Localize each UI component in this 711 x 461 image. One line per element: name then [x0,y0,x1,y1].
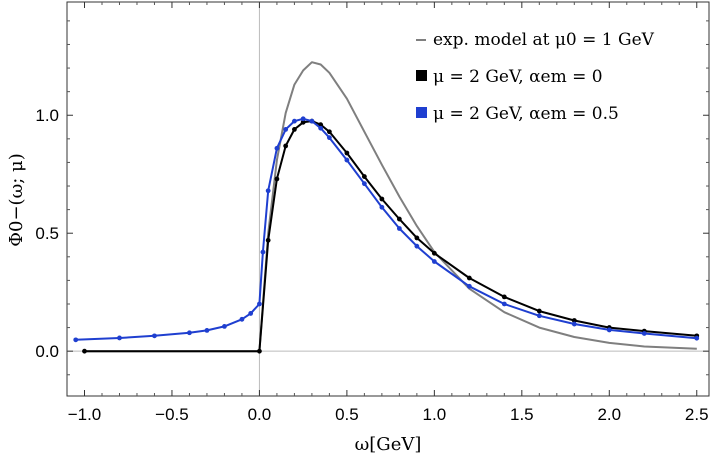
y-tick-label: 0.0 [35,342,59,361]
series-point-2 [274,145,280,151]
series-point-2 [260,249,266,255]
y-tick-label: 0.5 [35,224,59,243]
series-point-2 [571,321,577,327]
legend-label-2: μ = 2 GeV, αem = 0.5 [433,104,619,124]
series-point-1 [571,318,577,323]
series-point-2 [414,243,420,249]
series-point-1 [396,216,402,222]
x-tick-label: 2.5 [685,405,709,424]
series-point-2 [501,301,507,307]
series-point-2 [536,313,542,319]
series-point-2 [152,333,157,339]
x-tick-label: 0.0 [248,405,272,424]
y-tick-label: 1.0 [35,106,59,125]
series-point-1 [326,129,332,135]
series-point-1 [257,348,262,354]
series-point-1 [318,122,324,128]
series-point-2 [466,283,472,289]
series-point-1 [379,196,385,202]
series-point-1 [292,127,297,132]
series-point-2 [641,331,647,336]
series-point-2 [204,328,210,333]
series-point-2 [431,259,437,264]
x-tick-label: 1.0 [423,405,447,424]
series-point-1 [82,348,87,354]
series-point-2 [326,135,332,141]
series-point-1 [414,235,420,241]
series-line-0 [84,61,697,353]
y-axis-label: Φ0−(ω; μ) [6,153,27,247]
series-point-2 [292,118,297,124]
x-tick-label: 1.5 [510,405,534,424]
series-point-2 [318,125,324,131]
series-point-2 [396,226,402,231]
series-point-2 [239,316,245,322]
series-point-1 [344,150,350,156]
legend-swatch-1 [416,70,427,81]
legend-label-1: μ = 2 GeV, αem = 0 [433,67,603,87]
series-point-1 [536,308,542,314]
x-axis-label: ω[GeV] [355,434,422,455]
series-point-2 [694,335,700,341]
series-point-2 [606,327,612,333]
legend: exp. model at μ0 = 1 GeV μ = 2 GeV, αem =… [416,30,655,124]
series-point-2 [187,330,192,336]
series-point-2 [361,181,367,187]
series-line-2 [75,117,697,341]
x-tick-label: 0.5 [335,405,359,424]
series-point-2 [117,335,122,341]
series-point-1 [501,294,507,300]
series-point-2 [283,127,289,132]
series-point-2 [379,204,385,210]
series-point-2 [344,157,350,163]
series-point-2 [73,337,79,343]
plot-frame [66,1,710,397]
series-point-1 [466,275,472,281]
series-point-2 [300,116,306,122]
series-point-1 [361,174,367,179]
series-point-2 [265,188,271,194]
series-point-1 [431,250,437,256]
legend-swatch-2 [416,107,427,118]
x-tick-label: −0.5 [155,405,189,424]
legend-label-0: exp. model at μ0 = 1 GeV [433,30,655,50]
series-point-2 [248,311,254,316]
x-tick-label: −1.0 [68,405,102,424]
x-tick-label: 2.0 [597,405,621,424]
series-point-2 [257,301,262,307]
series-point-1 [274,176,280,182]
series-point-1 [283,143,289,149]
series-line-1 [84,120,697,353]
series-point-1 [265,237,271,243]
series-point-2 [309,118,315,124]
series-point-2 [222,324,227,329]
series-point-1 [300,119,306,125]
